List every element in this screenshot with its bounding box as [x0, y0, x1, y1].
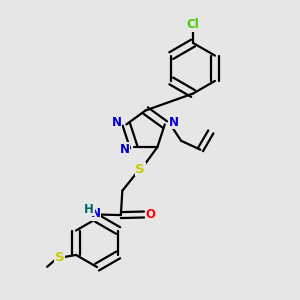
Text: N: N [120, 143, 130, 156]
Text: H: H [84, 203, 94, 216]
Text: N: N [169, 116, 179, 129]
Text: N: N [91, 207, 100, 220]
Text: Cl: Cl [187, 18, 200, 31]
Text: S: S [55, 251, 64, 264]
Text: N: N [91, 207, 100, 220]
Text: N: N [112, 116, 122, 129]
Text: O: O [146, 208, 156, 221]
Text: S: S [135, 163, 145, 176]
